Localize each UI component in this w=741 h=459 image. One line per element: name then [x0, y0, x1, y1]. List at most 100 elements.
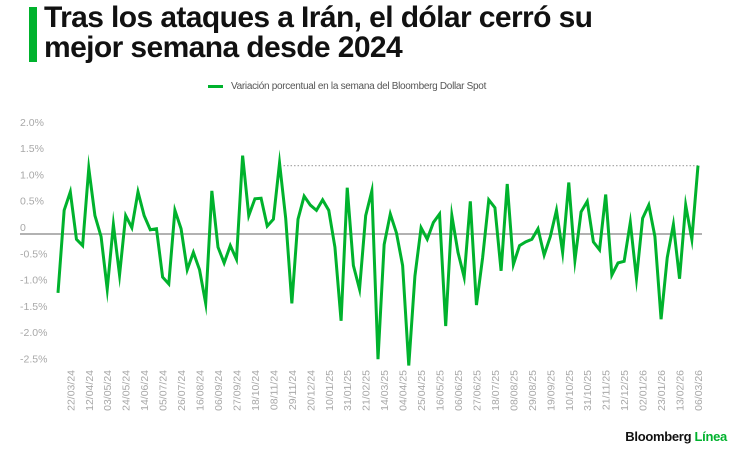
data-point	[260, 197, 263, 200]
data-point	[57, 291, 60, 294]
x-tick-label: 27/09/24	[231, 370, 243, 411]
data-point	[377, 358, 380, 361]
data-point	[112, 223, 115, 226]
data-point	[180, 227, 183, 230]
data-point	[549, 235, 552, 238]
data-point	[253, 197, 256, 200]
y-axis: 2.0% 1.5% 1.0% 0.5% 0 -0.5% -1.0% -1.5% -2.0% -2.…	[20, 117, 47, 366]
x-tick-label: 26/07/24	[176, 370, 188, 411]
data-point	[395, 231, 398, 234]
data-point	[81, 244, 84, 247]
data-point	[327, 209, 330, 212]
x-tick-label: 12/04/24	[84, 370, 96, 411]
data-point	[173, 209, 176, 212]
data-point	[204, 302, 207, 305]
data-point	[149, 228, 152, 231]
data-point	[63, 209, 66, 212]
data-point	[278, 161, 281, 164]
data-point	[143, 214, 146, 217]
data-point	[155, 227, 158, 230]
chart-title: Tras los ataques a Irán, el dólar cerró …	[44, 1, 593, 64]
data-point	[463, 276, 466, 279]
data-point	[432, 221, 435, 224]
data-point	[512, 263, 515, 266]
data-point	[537, 227, 540, 230]
data-point	[87, 167, 90, 170]
x-tick-label: 18/07/25	[490, 370, 502, 411]
data-point	[426, 238, 429, 241]
data-point	[475, 304, 478, 307]
data-point	[383, 243, 386, 246]
y-tick-label: 2.0%	[20, 117, 44, 129]
y-tick-label: 0	[20, 222, 26, 234]
x-axis: 22/03/24 12/04/24 03/05/24 24/05/24 14/06/24…	[65, 370, 705, 411]
x-tick-label: 08/11/24	[268, 370, 280, 410]
data-point	[604, 193, 607, 196]
data-point	[407, 364, 410, 367]
x-tick-label: 19/09/25	[545, 370, 557, 411]
data-point	[192, 251, 195, 254]
data-point	[623, 260, 626, 263]
data-point	[610, 274, 613, 277]
data-point	[161, 276, 164, 279]
data-point	[672, 223, 675, 226]
data-point	[358, 288, 361, 291]
y-tick-label: 1.0%	[20, 169, 44, 181]
data-point	[217, 246, 220, 249]
logo-linea: Línea	[694, 429, 728, 444]
data-point	[186, 268, 189, 271]
data-point	[223, 261, 226, 264]
legend: Variación porcentual en la semana del Bl…	[208, 81, 486, 92]
data-point	[592, 240, 595, 243]
data-point	[573, 259, 576, 262]
data-point	[598, 248, 601, 251]
data-point	[315, 209, 318, 212]
legend-label: Variación porcentual en la semana del Bl…	[231, 81, 487, 92]
data-point	[321, 198, 324, 201]
x-tick-label: 31/01/25	[342, 370, 354, 411]
data-point	[555, 209, 558, 212]
x-tick-label: 05/07/24	[158, 370, 170, 411]
data-point	[401, 264, 404, 267]
x-tick-label: 22/03/24	[65, 370, 77, 411]
data-point	[130, 226, 133, 229]
data-point	[297, 218, 300, 221]
data-point	[118, 274, 121, 277]
x-tick-label: 21/02/25	[361, 370, 373, 411]
x-tick-label: 25/04/25	[416, 370, 428, 411]
data-point	[493, 206, 496, 209]
data-point	[561, 251, 564, 254]
x-tick-label: 02/01/26	[638, 370, 650, 411]
y-tick-label: -2.5%	[20, 354, 47, 366]
y-tick-label: 1.5%	[20, 143, 44, 155]
data-point	[352, 264, 355, 267]
data-point	[641, 217, 644, 220]
x-tick-label: 23/01/26	[656, 370, 668, 411]
data-point	[333, 246, 336, 249]
data-point	[617, 261, 620, 264]
x-tick-label: 03/05/24	[102, 370, 114, 411]
y-tick-label: -1.0%	[20, 275, 47, 287]
data-point	[346, 186, 349, 189]
x-tick-label: 29/11/24	[287, 370, 299, 410]
data-point	[586, 200, 589, 203]
data-point	[100, 235, 103, 238]
title-accent-bar	[29, 7, 37, 62]
data-point	[229, 244, 232, 247]
data-point	[235, 258, 238, 261]
data-point	[469, 200, 472, 203]
data-point	[210, 189, 213, 192]
data-point	[93, 214, 96, 217]
data-point	[697, 164, 700, 167]
series-line	[56, 149, 700, 366]
x-tick-label: 14/06/24	[139, 370, 151, 411]
y-tick-label: -2.0%	[20, 327, 47, 339]
x-tick-label: 24/05/24	[121, 370, 133, 411]
data-point	[444, 325, 447, 328]
data-point	[303, 195, 306, 198]
data-point	[420, 226, 423, 229]
series-layer	[56, 149, 700, 367]
data-point	[518, 244, 521, 247]
x-tick-label: 13/02/26	[675, 370, 687, 411]
